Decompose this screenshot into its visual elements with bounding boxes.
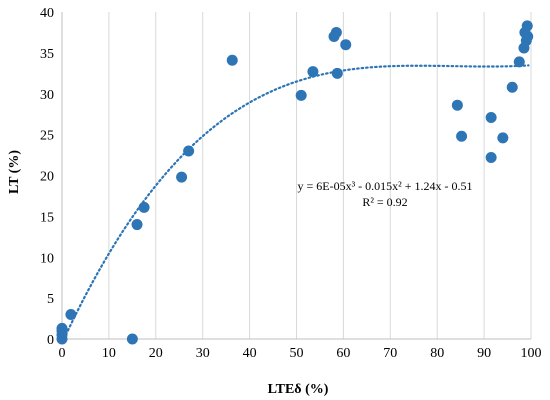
trendline-equation: y = 6E-05x³ - 0.015x² + 1.24x - 0.51 xyxy=(297,179,472,193)
x-axis-title: LTEδ (%) xyxy=(268,382,329,397)
y-tick-label: 35 xyxy=(40,47,54,62)
y-tick-label: 5 xyxy=(47,292,54,307)
x-tick-label: 30 xyxy=(196,346,210,361)
y-tick-label: 15 xyxy=(40,210,54,225)
data-point xyxy=(331,67,343,79)
y-tick-label: 40 xyxy=(40,6,54,21)
x-tick-label: 40 xyxy=(243,346,257,361)
x-tick-label: 0 xyxy=(59,346,66,361)
data-point xyxy=(340,39,352,51)
data-point xyxy=(307,66,319,78)
data-point xyxy=(456,130,468,142)
data-point xyxy=(521,20,533,32)
data-point xyxy=(330,26,342,38)
data-point xyxy=(485,152,497,164)
data-point xyxy=(176,171,188,183)
data-points xyxy=(56,20,534,345)
x-tick-label: 50 xyxy=(290,346,304,361)
data-point xyxy=(522,31,534,43)
data-point xyxy=(138,201,150,213)
data-point xyxy=(56,322,68,334)
data-point xyxy=(131,219,143,231)
data-point xyxy=(451,99,463,111)
data-point xyxy=(506,81,518,93)
axes xyxy=(61,12,531,340)
x-tick-label: 70 xyxy=(383,346,397,361)
y-tick-label: 10 xyxy=(40,251,54,266)
data-point xyxy=(126,333,138,345)
data-point xyxy=(65,308,77,320)
y-axis-title: LT (%) xyxy=(7,150,22,194)
x-tick-label: 90 xyxy=(477,346,491,361)
x-tick-label: 80 xyxy=(430,346,444,361)
data-point xyxy=(497,132,509,144)
data-point xyxy=(513,56,525,68)
x-tick-label: 20 xyxy=(149,346,163,361)
x-tick-label: 10 xyxy=(102,346,116,361)
trendline-r2: R² = 0.92 xyxy=(362,195,407,209)
y-tick-label: 20 xyxy=(40,170,54,185)
data-point xyxy=(485,111,497,123)
data-point xyxy=(226,54,238,66)
y-tick-label: 25 xyxy=(40,129,54,144)
x-tick-label: 60 xyxy=(336,346,350,361)
tick-labels: 0 10 20 30 40 50 60 70 80 90 100 0 5 10 15 20 25 30 35 40 xyxy=(40,6,542,361)
grid-lines xyxy=(108,12,532,339)
data-point xyxy=(183,145,195,157)
data-point xyxy=(295,89,307,101)
y-tick-label: 30 xyxy=(40,88,54,103)
x-tick-label: 100 xyxy=(521,346,542,361)
y-tick-label: 0 xyxy=(47,333,54,348)
